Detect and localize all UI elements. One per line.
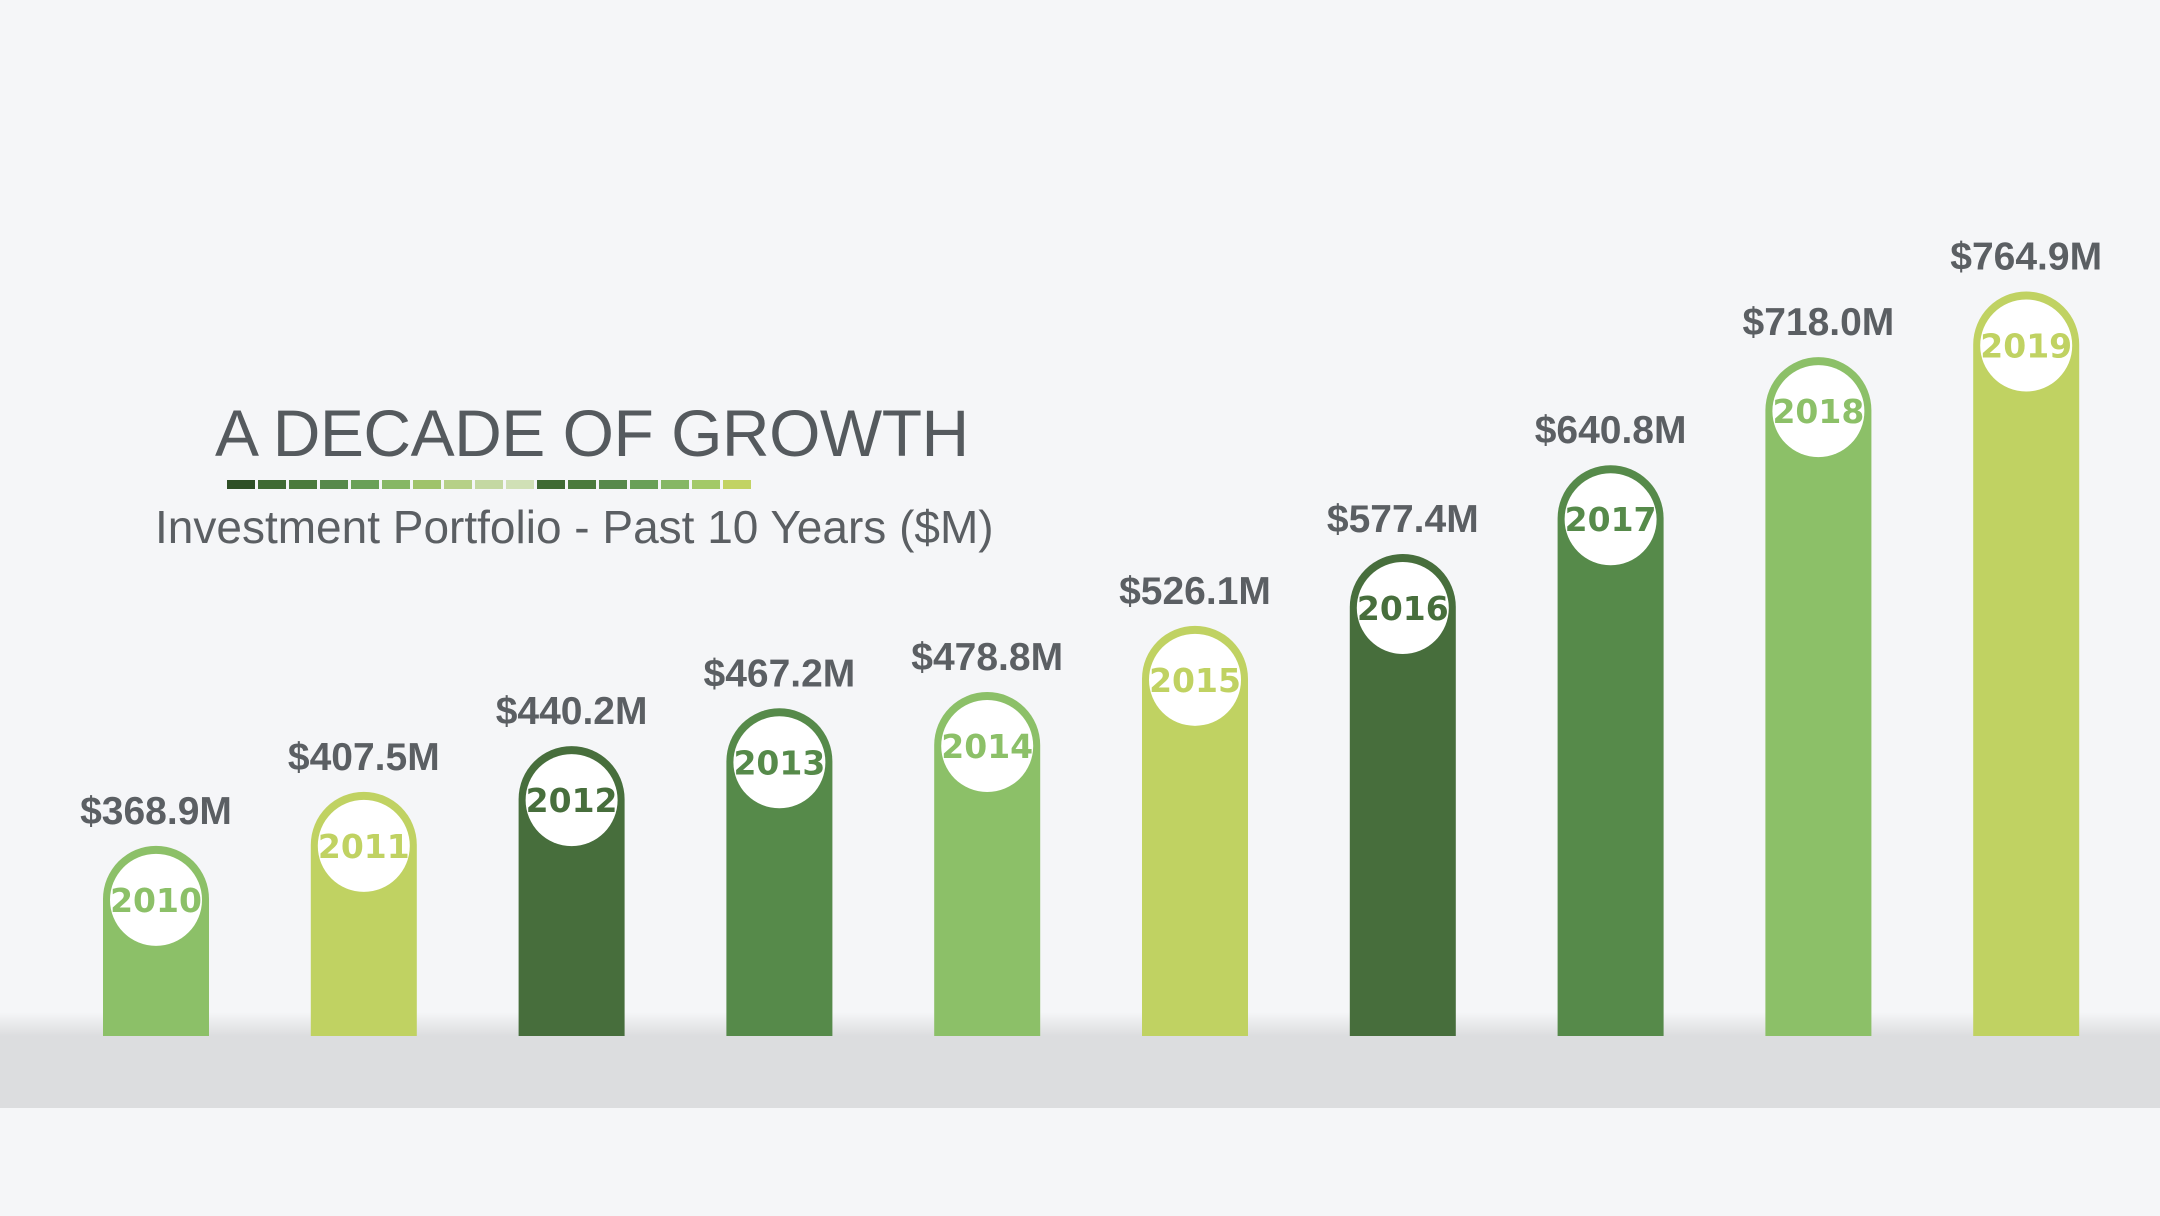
bar xyxy=(1765,357,1872,1036)
year-label: 2017 xyxy=(1565,500,1657,539)
year-badge xyxy=(1149,633,1241,726)
year-label: 2014 xyxy=(941,727,1033,766)
bar-group-2018: 2018 $718.0M xyxy=(1743,301,1895,1036)
value-label: $407.5M xyxy=(288,736,440,779)
stripe-segment xyxy=(444,480,472,489)
year-badge xyxy=(1564,473,1657,566)
stripe-segment xyxy=(320,480,348,489)
year-label: 2015 xyxy=(1149,661,1241,700)
stripe-segment xyxy=(258,480,286,489)
value-label: $478.8M xyxy=(911,636,1063,679)
stripe-segment xyxy=(413,480,441,489)
year-badge xyxy=(733,716,826,809)
year-badge xyxy=(110,853,202,946)
bar-group-2013: 2013 $467.2M xyxy=(704,652,856,1036)
bar-group-2017: 2017 $640.8M xyxy=(1535,409,1687,1037)
value-label: $440.2M xyxy=(496,690,648,733)
bar xyxy=(1973,291,2080,1036)
stripe-segment xyxy=(661,480,689,489)
stripe-segment xyxy=(599,480,627,489)
year-label: 2010 xyxy=(110,881,202,920)
stripe-segment xyxy=(692,480,720,489)
year-badge xyxy=(1772,365,1865,458)
bar-group-2012: 2012 $440.2M xyxy=(496,690,648,1036)
bar xyxy=(1557,465,1664,1037)
bar xyxy=(1349,554,1456,1036)
page-subtitle: Investment Portfolio - Past 10 Years ($M… xyxy=(155,501,994,553)
value-label: $577.4M xyxy=(1327,498,1479,541)
stripe-segment xyxy=(475,480,503,489)
value-label: $467.2M xyxy=(704,652,856,695)
year-label: 2019 xyxy=(1980,327,2072,366)
floor xyxy=(0,1036,2160,1108)
year-badge xyxy=(1980,299,2073,392)
bar-group-2019: 2019 $764.9M xyxy=(1950,236,2102,1036)
value-label: $718.0M xyxy=(1743,301,1895,344)
page-title: A DECADE OF GROWTH xyxy=(215,396,969,470)
stripe-segment xyxy=(630,480,658,489)
stripe-segment xyxy=(568,480,596,489)
value-label: $368.9M xyxy=(80,790,232,833)
year-label: 2016 xyxy=(1357,589,1449,628)
stripe-segment xyxy=(723,480,751,489)
bar-group-2016: 2016 $577.4M xyxy=(1327,498,1479,1036)
bar-group-2014: 2014 $478.8M xyxy=(911,636,1063,1036)
year-label: 2011 xyxy=(318,827,410,866)
year-label: 2018 xyxy=(1772,392,1864,431)
stripe-segment xyxy=(351,480,379,489)
value-label: $764.9M xyxy=(1950,236,2102,279)
year-badge xyxy=(317,799,410,892)
stripe-segment xyxy=(537,480,565,489)
stripe-segment xyxy=(382,480,410,489)
value-label: $526.1M xyxy=(1119,570,1271,613)
bar-group-2011: 2011 $407.5M xyxy=(288,736,440,1036)
year-badge xyxy=(525,754,618,847)
bar-group-2015: 2015 $526.1M xyxy=(1119,570,1271,1036)
year-label: 2013 xyxy=(733,743,825,782)
value-label: $640.8M xyxy=(1535,409,1687,452)
year-badge xyxy=(1356,562,1449,654)
bar-group-2010: 2010 $368.9M xyxy=(80,790,232,1036)
year-label: 2012 xyxy=(526,781,618,820)
title-underline-stripe xyxy=(227,480,751,489)
year-badge xyxy=(941,700,1034,793)
stripe-segment xyxy=(506,480,534,489)
stripe-segment xyxy=(227,480,255,489)
stripe-segment xyxy=(289,480,317,489)
bar xyxy=(1142,625,1248,1036)
